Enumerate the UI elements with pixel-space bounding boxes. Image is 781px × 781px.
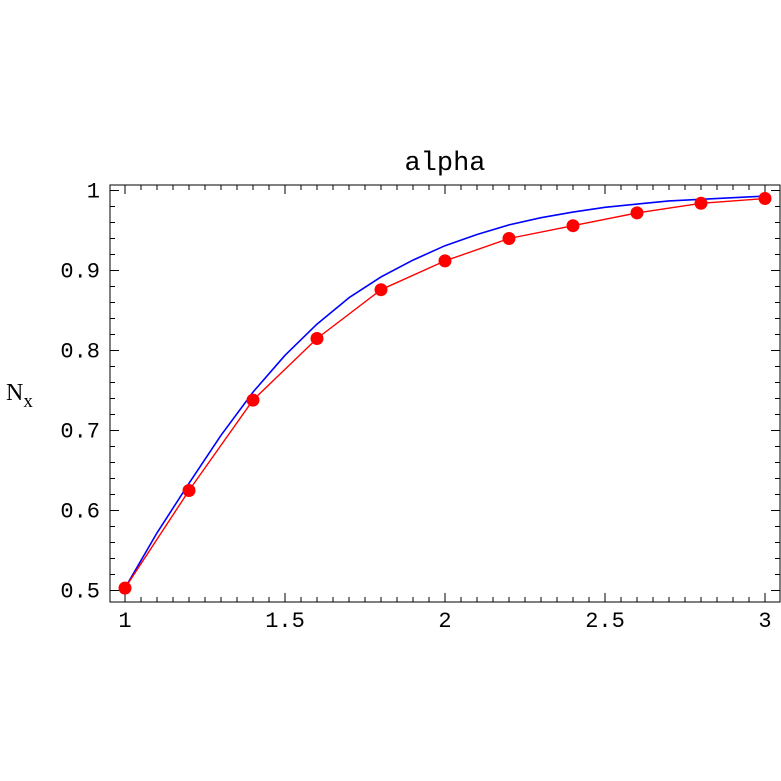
x-tick-label: 3 [758,609,771,634]
red-series-point [630,206,644,220]
series-points [118,192,772,595]
blue-series-line [124,195,766,589]
x-tick-label: 1.5 [265,609,305,634]
x-tick-label: 1 [118,609,131,634]
y-axis-label-main: N [6,380,23,406]
red-series-point [758,192,772,205]
y-axis-label-sub: x [23,391,33,412]
axis-ticks [110,185,780,602]
y-tick-label: 0.9 [60,260,100,285]
x-tick-label: 2 [438,609,451,634]
y-tick-label: 0.6 [60,500,100,525]
y-tick-label: 0.5 [60,580,100,605]
red-series-point [502,232,516,245]
red-series-point [694,196,708,210]
series-curve [124,195,766,589]
y-axis-label: Nx [6,380,33,412]
red-series-point [246,393,260,407]
y-tick-label: 0.8 [60,340,100,365]
y-tick-label: 1 [87,180,100,205]
chart-title: alpha [404,149,485,179]
red-series-point [182,484,196,497]
y-tick-label: 0.7 [60,420,100,445]
plot-frame [109,184,781,603]
red-series-point [118,581,132,595]
red-series-point [310,332,324,345]
x-tick-label: 2.5 [585,609,625,634]
tick-labels: 1 1.5 2 2.5 3 0.5 0.6 0.7 0.8 0.9 1 [60,180,771,635]
red-series-point [438,254,452,268]
red-series-point [374,283,388,297]
red-series-point [566,219,580,233]
